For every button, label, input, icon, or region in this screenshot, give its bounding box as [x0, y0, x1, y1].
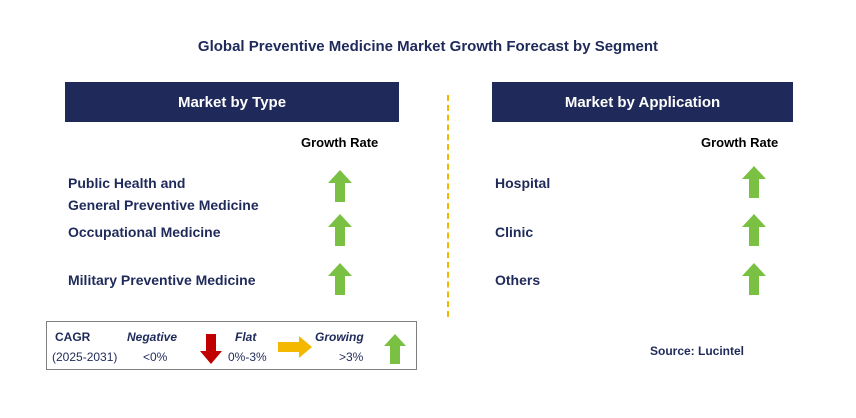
- panel-divider: [447, 95, 449, 317]
- legend-negative-value: <0%: [143, 350, 168, 364]
- type-item-public-health-line1: Public Health and: [68, 175, 186, 191]
- growth-up-arrow-icon: [742, 263, 766, 295]
- growth-up-arrow-icon: [742, 166, 766, 198]
- application-item-others: Others: [495, 272, 541, 288]
- legend-flat-label: Flat: [235, 330, 257, 344]
- negative-down-arrow-icon: [200, 334, 222, 364]
- growth-up-arrow-icon: [328, 170, 352, 202]
- growth-up-arrow-icon: [328, 263, 352, 295]
- type-item-military: Military Preventive Medicine: [68, 272, 256, 288]
- source-note: Source: Lucintel: [650, 344, 745, 358]
- flat-right-arrow-icon: [278, 336, 312, 358]
- growth-up-arrow-icon: [328, 214, 352, 246]
- application-item-hospital: Hospital: [495, 175, 551, 191]
- legend-cagr-label: CAGR: [55, 330, 91, 344]
- application-item-clinic: Clinic: [495, 224, 534, 240]
- growing-up-arrow-icon: [384, 334, 406, 364]
- legend-negative-label: Negative: [127, 330, 178, 344]
- type-growth-rate-label: Growth Rate: [301, 135, 379, 150]
- legend-period: (2025-2031): [52, 350, 118, 364]
- legend-flat-value: 0%-3%: [228, 350, 267, 364]
- chart-title: Global Preventive Medicine Market Growth…: [197, 38, 659, 55]
- legend-growing-value: >3%: [339, 350, 364, 364]
- market-by-application-header: Market by Application: [492, 82, 793, 122]
- cagr-legend: CAGR (2025-2031) Negative <0% Flat 0%-3%…: [46, 321, 417, 370]
- application-growth-rate-label: Growth Rate: [701, 135, 779, 150]
- market-by-type-header: Market by Type: [65, 82, 399, 122]
- type-item-public-health-line2: General Preventive Medicine: [68, 197, 259, 213]
- legend-growing-label: Growing: [315, 330, 364, 344]
- type-item-public-health: Public Health and General Preventive Med…: [68, 172, 259, 216]
- growth-up-arrow-icon: [742, 214, 766, 246]
- type-item-occupational: Occupational Medicine: [68, 224, 221, 240]
